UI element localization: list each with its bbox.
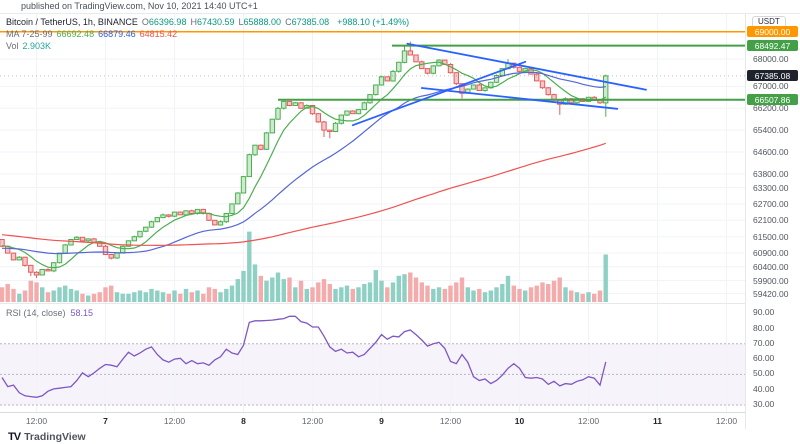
price-axis-label: 60400.00: [753, 261, 789, 272]
price-axis-label: 59900.00: [753, 275, 789, 286]
price-axis-label: 61500.00: [753, 231, 789, 242]
price-axis-label: 68000.00: [753, 54, 789, 65]
rsi-axis-label: 80.00: [753, 322, 775, 333]
volume-legend-row[interactable]: Vol 2.903K: [6, 40, 413, 52]
rsi-axis-label: 30.00: [753, 399, 775, 409]
price-axis-label: 59420.00: [753, 288, 789, 299]
time-label-day-8: 8: [241, 416, 246, 426]
ma-value-25: 66879.46: [98, 29, 136, 39]
ma-label: MA 7-25-99: [6, 29, 53, 39]
published-text: published on TradingView.com, Nov 10, 20…: [21, 1, 258, 11]
price-pane[interactable]: Bitcoin / TetherUS, 1h, BINANCE O66396.98…: [0, 14, 745, 303]
rsi-value: 58.15: [70, 308, 94, 318]
time-label: 12:00: [715, 416, 738, 426]
price-badge-66507.86: 66507.86: [747, 94, 798, 106]
chart-legend: Bitcoin / TetherUS, 1h, BINANCE O66396.98…: [6, 16, 413, 52]
time-label-day-10: 10: [514, 416, 525, 426]
price-axis-label: 62700.00: [753, 198, 789, 209]
price-axis-label: 60900.00: [753, 248, 789, 259]
price-badge-68492.47: 68492.47: [747, 40, 798, 52]
volume-label: Vol: [6, 41, 19, 51]
price-axis-label: 66200.00: [753, 103, 789, 114]
rsi-chart-svg[interactable]: [0, 304, 745, 412]
ma-value-7: 66692.48: [56, 29, 95, 39]
price-badge-69000.00: 69000.00: [747, 26, 798, 38]
tradingview-logo-icon: TV: [8, 430, 21, 443]
rsi-legend-row[interactable]: RSI (14, close) 58.15: [6, 308, 93, 318]
price-axis-label: 67000.00: [753, 81, 789, 92]
published-bar: published on TradingView.com, Nov 10, 20…: [0, 0, 800, 14]
time-label-day-7: 7: [103, 416, 108, 426]
price-badge-67385.08: 67385.08: [747, 70, 798, 82]
price-axis-label: 64600.00: [753, 147, 789, 157]
time-label-day-9: 9: [379, 416, 384, 426]
rsi-label: RSI (14, close): [6, 308, 66, 318]
time-axis[interactable]: 12:00 7 12:00 8 12:00 9 12:00 10 12:00 11 12:00: [0, 412, 745, 430]
time-label: 12:00: [301, 416, 324, 426]
rsi-axis-label: 90.00: [753, 307, 775, 318]
ma-legend-row[interactable]: MA 7-25-99 66692.48 66879.46 64815.42: [6, 28, 413, 40]
price-chart-svg[interactable]: [0, 14, 745, 303]
rsi-axis-label: 60.00: [753, 353, 775, 364]
price-axis-label: 62100.00: [753, 215, 789, 226]
ohlc-h-value: H67430.59: [190, 17, 235, 27]
price-axis-label: 63800.00: [753, 168, 789, 179]
volume-value: 2.903K: [22, 41, 52, 51]
time-label-day-11: 11: [653, 416, 662, 426]
tradingview-logo[interactable]: TV TradingView: [8, 429, 86, 444]
price-axis-label: 63300.00: [753, 182, 789, 193]
rsi-axis-label: 70.00: [753, 337, 775, 348]
ohlc-c-value: C67385.08: [285, 17, 330, 27]
tradingview-logo-text: TradingView: [24, 430, 86, 443]
ma-value-99: 64815.42: [139, 29, 178, 39]
symbol-legend-row[interactable]: Bitcoin / TetherUS, 1h, BINANCE O66396.98…: [6, 16, 413, 28]
price-axis[interactable]: 69000.00 68000.00 67000.00 66200.00 65400.00…: [745, 14, 800, 429]
time-label: 12:00: [577, 416, 600, 426]
symbol-title: Bitcoin / TetherUS, 1h, BINANCE: [6, 17, 138, 27]
ohlc-l-value: L65888.00: [238, 17, 282, 27]
time-label: 12:00: [163, 416, 186, 426]
rsi-pane[interactable]: RSI (14, close) 58.15: [0, 303, 745, 413]
price-axis-label: 65400.00: [753, 125, 789, 136]
time-label: 12:00: [439, 416, 462, 426]
rsi-axis-label: 40.00: [753, 383, 775, 394]
ohlc-o-value: O66396.98: [141, 17, 187, 27]
time-label: 12:00: [25, 416, 48, 426]
rsi-axis-label: 50.00: [753, 368, 775, 379]
change-value: +988.10 (+1.49%): [337, 17, 410, 27]
